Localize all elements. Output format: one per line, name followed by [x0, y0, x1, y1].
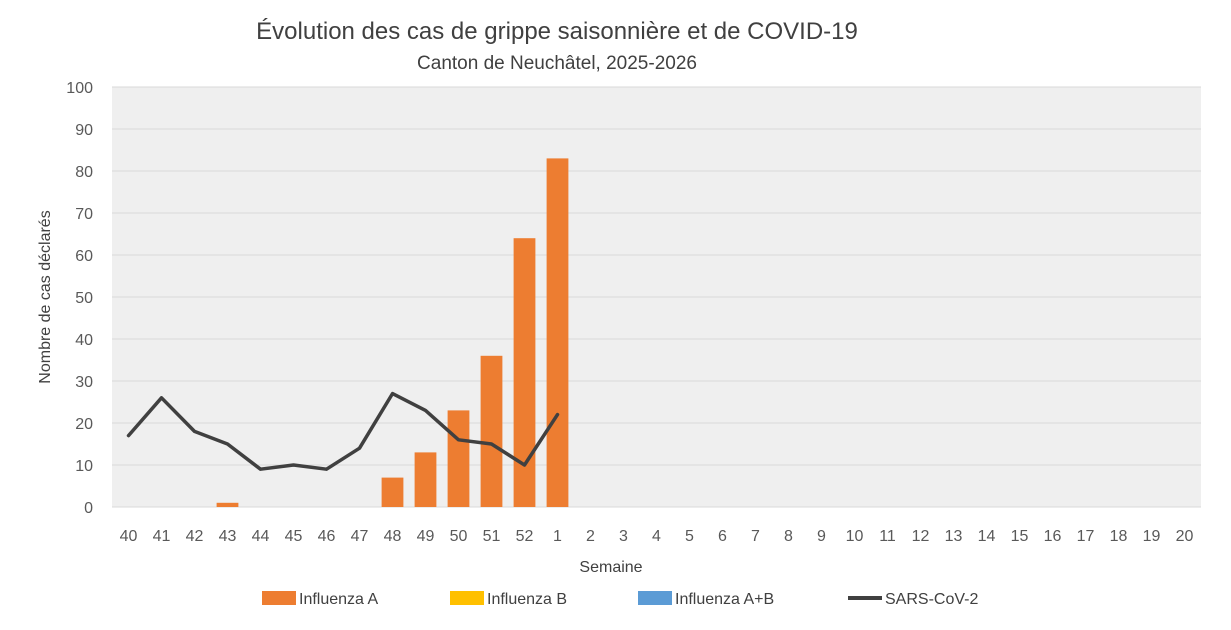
x-axis-ticks: 40 41 42 43 44 45 46 47 48 49 50 51 52 1 2 3 4 5 6 7 8 9 10 11 1… [120, 528, 1194, 545]
x-tick-label: 51 [483, 528, 501, 545]
x-tick-label: 52 [516, 528, 534, 545]
x-tick-label: 42 [186, 528, 204, 545]
x-tick-label: 48 [384, 528, 402, 545]
y-tick-label: 50 [75, 290, 93, 307]
x-tick-label: 49 [417, 528, 435, 545]
x-tick-label: 15 [1011, 528, 1029, 545]
x-tick-label: 4 [652, 528, 661, 545]
chart-title: Évolution des cas de grippe saisonnière … [256, 18, 858, 45]
bar [216, 502, 239, 507]
x-tick-label: 1 [553, 528, 562, 545]
x-tick-label: 13 [945, 528, 963, 545]
x-tick-label: 3 [619, 528, 628, 545]
x-tick-label: 44 [252, 528, 270, 545]
y-tick-label: 90 [75, 122, 93, 139]
x-tick-label: 8 [784, 528, 793, 545]
x-tick-label: 47 [351, 528, 369, 545]
y-tick-label: 20 [75, 416, 93, 433]
y-tick-label: 10 [75, 458, 93, 475]
x-axis-title: Semaine [579, 559, 642, 576]
y-tick-label: 40 [75, 332, 93, 349]
legend-label: SARS-CoV-2 [885, 591, 978, 608]
x-tick-label: 2 [586, 528, 595, 545]
legend-swatch [638, 591, 672, 605]
x-tick-label: 50 [450, 528, 468, 545]
x-tick-label: 46 [318, 528, 336, 545]
x-tick-label: 9 [817, 528, 826, 545]
bar [381, 477, 404, 507]
bar [480, 355, 503, 507]
bar [546, 158, 569, 507]
y-axis-title: Nombre de cas déclarés [37, 210, 54, 383]
y-tick-label: 60 [75, 248, 93, 265]
x-tick-label: 14 [978, 528, 996, 545]
bar [414, 452, 437, 507]
x-tick-label: 11 [879, 528, 896, 545]
legend-swatch [262, 591, 296, 605]
x-tick-label: 10 [846, 528, 864, 545]
legend-swatch [450, 591, 484, 605]
chart-subtitle: Canton de Neuchâtel, 2025-2026 [417, 53, 697, 74]
y-tick-label: 70 [75, 206, 93, 223]
x-tick-label: 12 [912, 528, 930, 545]
y-tick-label: 0 [84, 500, 93, 517]
y-tick-label: 30 [75, 374, 93, 391]
y-tick-label: 80 [75, 164, 93, 181]
y-axis-ticks: 0 10 20 30 40 50 60 70 80 90 100 [66, 80, 93, 517]
series-line [126, 391, 560, 471]
x-tick-label: 5 [685, 528, 694, 545]
x-tick-label: 7 [751, 528, 760, 545]
line-series [126, 391, 560, 471]
x-tick-label: 43 [219, 528, 237, 545]
legend-label: Influenza B [487, 591, 567, 608]
bar [513, 238, 536, 507]
legend-label: Influenza A+B [675, 591, 774, 608]
bar [447, 410, 470, 507]
x-tick-label: 16 [1044, 528, 1062, 545]
x-tick-label: 6 [718, 528, 727, 545]
legend: Influenza A Influenza B Influenza A+B SARS-… [262, 591, 978, 608]
legend-label: Influenza A [299, 591, 379, 608]
x-tick-label: 19 [1143, 528, 1161, 545]
gridlines [112, 86, 1201, 508]
x-tick-label: 40 [120, 528, 138, 545]
x-tick-label: 41 [153, 528, 171, 545]
x-tick-label: 17 [1077, 528, 1095, 545]
x-tick-label: 45 [285, 528, 303, 545]
x-tick-label: 20 [1176, 528, 1194, 545]
x-tick-label: 18 [1110, 528, 1128, 545]
y-tick-label: 100 [66, 80, 93, 97]
